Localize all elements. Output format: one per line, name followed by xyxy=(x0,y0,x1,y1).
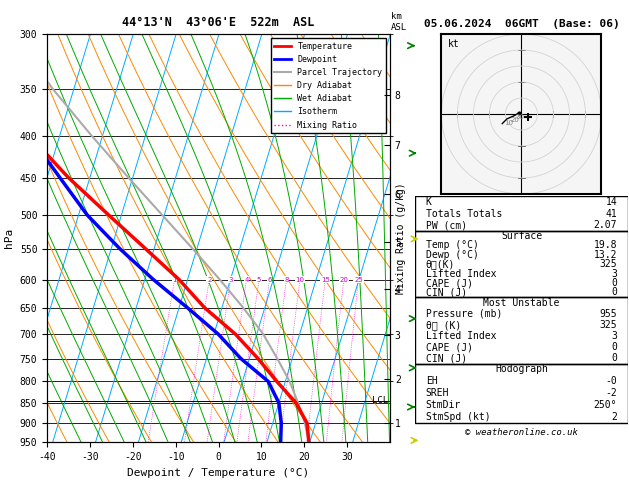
Text: 250°: 250° xyxy=(594,400,617,410)
Text: Most Unstable: Most Unstable xyxy=(483,298,560,308)
Text: 10: 10 xyxy=(296,277,304,282)
Text: 20: 20 xyxy=(339,277,348,282)
Text: 0: 0 xyxy=(611,353,617,363)
Bar xyxy=(415,297,628,364)
Text: CIN (J): CIN (J) xyxy=(426,353,467,363)
Text: 5: 5 xyxy=(257,277,261,282)
Text: 10: 10 xyxy=(504,120,513,126)
Bar xyxy=(415,231,628,297)
Text: 2.07: 2.07 xyxy=(594,220,617,230)
Text: CAPE (J): CAPE (J) xyxy=(426,342,473,352)
Text: 3: 3 xyxy=(228,277,233,282)
Text: Dewp (°C): Dewp (°C) xyxy=(426,249,479,260)
Text: K: K xyxy=(426,197,431,207)
Text: SREH: SREH xyxy=(426,388,449,398)
Text: 4: 4 xyxy=(244,277,248,282)
Text: 41: 41 xyxy=(605,208,617,219)
Text: 20: 20 xyxy=(511,117,520,123)
Text: θᴇ (K): θᴇ (K) xyxy=(426,320,461,330)
Text: StmSpd (kt): StmSpd (kt) xyxy=(426,412,491,422)
Text: 05.06.2024  06GMT  (Base: 06): 05.06.2024 06GMT (Base: 06) xyxy=(423,19,620,29)
Text: 14: 14 xyxy=(605,197,617,207)
Text: 8: 8 xyxy=(284,277,289,282)
Text: 25: 25 xyxy=(354,277,363,282)
Legend: Temperature, Dewpoint, Parcel Trajectory, Dry Adiabat, Wet Adiabat, Isotherm, Mi: Temperature, Dewpoint, Parcel Trajectory… xyxy=(271,38,386,133)
Text: 15: 15 xyxy=(321,277,330,282)
Text: PW (cm): PW (cm) xyxy=(426,220,467,230)
Text: 2: 2 xyxy=(207,277,211,282)
Text: StmDir: StmDir xyxy=(426,400,461,410)
Text: 2: 2 xyxy=(611,412,617,422)
Text: 3: 3 xyxy=(611,269,617,278)
Bar xyxy=(415,196,628,231)
Text: 6: 6 xyxy=(267,277,272,282)
Text: EH: EH xyxy=(426,376,438,386)
Text: 0: 0 xyxy=(611,288,617,297)
X-axis label: Dewpoint / Temperature (°C): Dewpoint / Temperature (°C) xyxy=(128,468,309,478)
Text: © weatheronline.co.uk: © weatheronline.co.uk xyxy=(465,428,578,437)
Text: Hodograph: Hodograph xyxy=(495,364,548,375)
Text: Lifted Index: Lifted Index xyxy=(426,269,496,278)
Text: 325: 325 xyxy=(599,259,617,269)
Text: km
ASL: km ASL xyxy=(391,12,408,32)
Text: Temp (°C): Temp (°C) xyxy=(426,240,479,250)
Text: 0: 0 xyxy=(611,342,617,352)
Text: 955: 955 xyxy=(599,309,617,319)
Text: 30: 30 xyxy=(515,115,525,121)
Text: 44°13'N  43°06'E  522m  ASL: 44°13'N 43°06'E 522m ASL xyxy=(123,16,314,29)
Text: kt: kt xyxy=(448,39,460,49)
Y-axis label: hPa: hPa xyxy=(4,228,14,248)
Text: Pressure (mb): Pressure (mb) xyxy=(426,309,502,319)
Text: Surface: Surface xyxy=(501,230,542,241)
Text: -0: -0 xyxy=(605,376,617,386)
Bar xyxy=(415,364,628,423)
Text: CIN (J): CIN (J) xyxy=(426,288,467,297)
Text: Lifted Index: Lifted Index xyxy=(426,331,496,341)
Text: LCL: LCL xyxy=(372,396,388,405)
Text: 13.2: 13.2 xyxy=(594,249,617,260)
Text: Mixing Ratio (g/kg): Mixing Ratio (g/kg) xyxy=(396,182,406,294)
Text: CAPE (J): CAPE (J) xyxy=(426,278,473,288)
Text: 3: 3 xyxy=(611,331,617,341)
Text: θᴇ(K): θᴇ(K) xyxy=(426,259,455,269)
Text: 1: 1 xyxy=(172,277,177,282)
Text: 19.8: 19.8 xyxy=(594,240,617,250)
Text: 325: 325 xyxy=(599,320,617,330)
Text: Totals Totals: Totals Totals xyxy=(426,208,502,219)
Text: -2: -2 xyxy=(605,388,617,398)
Text: 0: 0 xyxy=(611,278,617,288)
